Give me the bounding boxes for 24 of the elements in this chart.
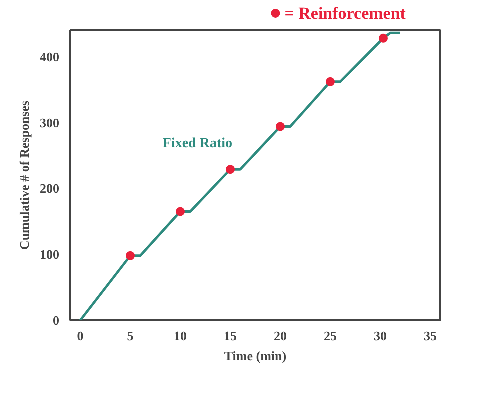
x-tick-label: 35 [424,328,438,344]
y-axis-title: Cumulative # of Responses [17,100,32,250]
y-tick-label: 0 [53,313,60,328]
y-tick-label: 200 [40,181,60,196]
point [326,77,335,86]
x-tick-label: 10 [174,328,187,344]
x-tick-label: 25 [324,328,338,344]
y-tick-label: 300 [40,115,60,130]
x-tick-label: 30 [374,328,387,344]
legend-label: = Reinforcement [284,4,406,23]
series-label: Fixed Ratio [162,136,233,152]
point [379,34,388,43]
line-series [79,32,402,320]
y-tick-label: 400 [40,49,60,64]
point [126,251,135,260]
x-axis-title: Time (min) [224,348,287,364]
x-tick-label: 20 [274,328,287,344]
x-tick-label: 15 [224,328,238,344]
point [276,122,285,132]
point [176,207,185,216]
point [226,165,235,174]
x-tick-label: 0 [77,328,84,344]
y-tick-label: 100 [40,247,60,262]
x-tick-label: 5 [127,328,134,344]
